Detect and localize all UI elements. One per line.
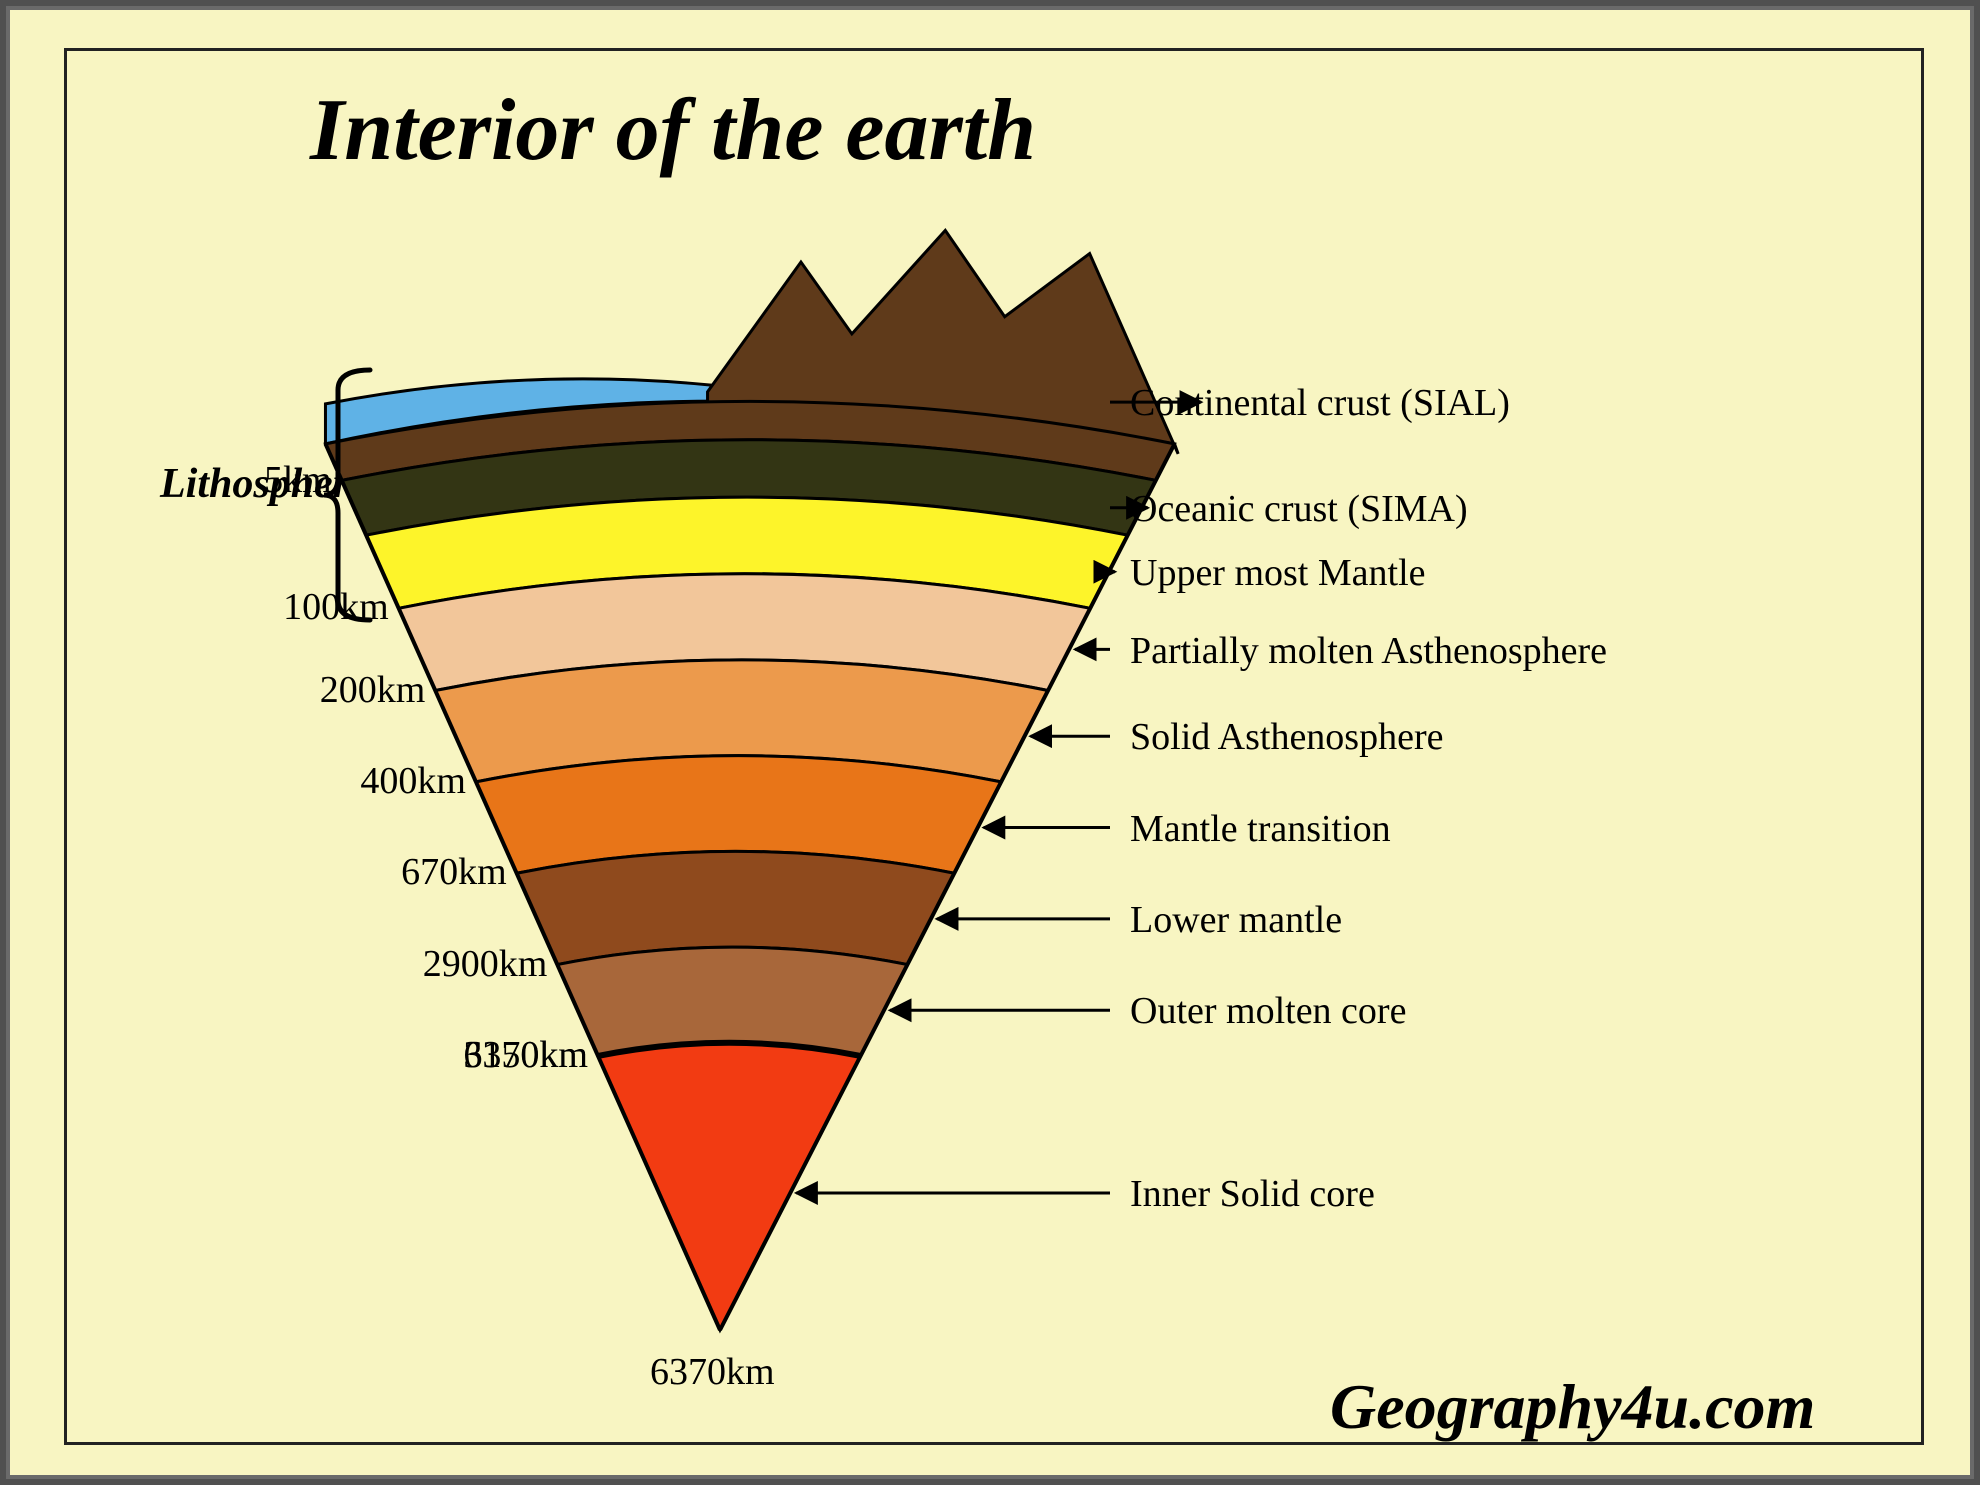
depth-asthenosphere-pm: 200km — [265, 668, 425, 712]
depth-asthenosphere-s: 400km — [306, 759, 466, 803]
label-lower-mantle: Lower mantle — [1130, 898, 1342, 942]
apex-depth-label: 6370km — [650, 1350, 775, 1394]
label-outer-core: Outer molten core — [1130, 989, 1406, 1033]
footer-credit: Geography4u.com — [1330, 1370, 1815, 1444]
layer-outer-core — [557, 947, 907, 1056]
label-mantle-transition: Mantle transition — [1130, 807, 1391, 851]
depth-lower-mantle: 2900km — [387, 942, 547, 986]
label-asthenosphere-s: Solid Asthenosphere — [1130, 715, 1443, 759]
depth-continental-crust: 5km — [172, 458, 332, 502]
layer-inner-core — [598, 1043, 861, 1330]
label-continental-crust: Continental crust (SIAL) — [1130, 381, 1510, 425]
label-asthenosphere-pm: Partially molten Asthenosphere — [1130, 629, 1607, 673]
depth-inner-core: 6370km — [428, 1033, 588, 1077]
page: Interior of the earth Lithosphere 5km100… — [6, 6, 1974, 1479]
earth-diagram — [10, 10, 1978, 1483]
label-oceanic-crust: Oceanic crust (SIMA) — [1130, 487, 1468, 531]
label-upper-mantle: Upper most Mantle — [1130, 551, 1426, 595]
depth-upper-mantle: 100km — [229, 585, 389, 629]
label-inner-core: Inner Solid core — [1130, 1172, 1375, 1216]
depth-mantle-transition: 670km — [347, 850, 507, 894]
